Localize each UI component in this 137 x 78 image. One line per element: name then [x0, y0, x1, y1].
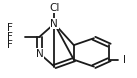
Text: N: N [36, 49, 43, 59]
Text: Cl: Cl [49, 3, 60, 13]
Text: N: N [50, 19, 58, 29]
Text: F: F [7, 32, 13, 42]
Text: F: F [7, 40, 13, 50]
Text: I: I [123, 55, 126, 65]
Text: F: F [7, 23, 13, 33]
